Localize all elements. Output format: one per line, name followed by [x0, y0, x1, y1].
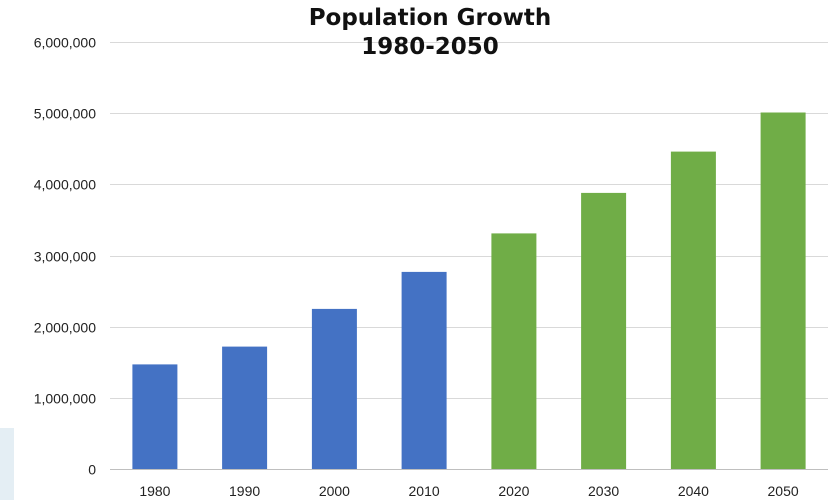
- x-axis-ticks: 1980 1990 2000 2010 2020 2030 2040 2050: [139, 483, 799, 499]
- corner-panel: [0, 428, 14, 500]
- y-tick-label: 6,000,000: [34, 35, 96, 51]
- bar-2040: [670, 151, 716, 469]
- x-tick-label: 2040: [678, 483, 709, 499]
- x-tick-label: 1980: [139, 483, 170, 499]
- x-tick-label: 2010: [409, 483, 440, 499]
- y-tick-label: 0: [88, 462, 96, 478]
- bar-2050: [760, 112, 806, 469]
- bars: [132, 112, 806, 469]
- chart-title-subtitle: 1980-2050: [361, 34, 499, 60]
- chart-title-main: Population Growth: [308, 5, 552, 31]
- y-tick-label: 3,000,000: [34, 249, 96, 265]
- x-tick-label: 2030: [588, 483, 619, 499]
- y-axis-ticks: 0 1,000,000 2,000,000 3,000,000 4,000,000 5,0…: [34, 35, 97, 478]
- bar-1980: [132, 364, 178, 469]
- bar-2020: [491, 233, 537, 469]
- chart-title: Population Growth 1980-2050: [300, 4, 560, 62]
- x-tick-label: 1990: [229, 483, 260, 499]
- gridlines: [110, 42, 828, 470]
- y-tick-label: 2,000,000: [34, 320, 96, 336]
- y-tick-label: 1,000,000: [34, 391, 96, 407]
- x-tick-label: 2020: [498, 483, 529, 499]
- x-tick-label: 2050: [768, 483, 799, 499]
- bar-2030: [581, 192, 627, 469]
- y-tick-label: 5,000,000: [34, 106, 96, 122]
- bar-2010: [401, 271, 447, 469]
- bar-1990: [222, 346, 268, 469]
- y-tick-label: 4,000,000: [34, 177, 96, 193]
- bar-2000: [311, 308, 357, 469]
- x-tick-label: 2000: [319, 483, 350, 499]
